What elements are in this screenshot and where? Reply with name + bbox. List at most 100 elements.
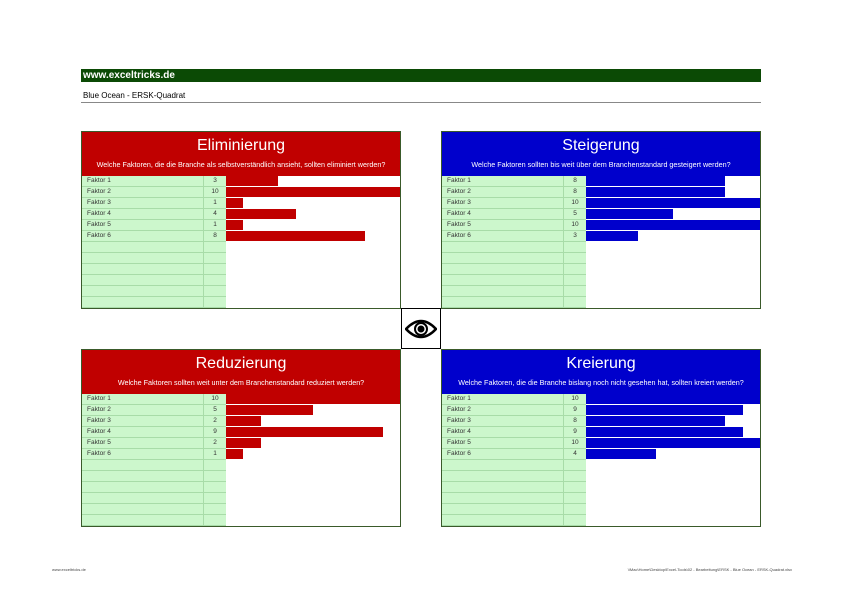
factor-label[interactable] (82, 264, 204, 275)
factor-label[interactable] (442, 515, 564, 526)
factor-value[interactable]: 5 (204, 405, 226, 416)
factor-value[interactable]: 9 (564, 405, 586, 416)
factor-value[interactable] (204, 471, 226, 482)
factor-value[interactable] (564, 471, 586, 482)
factor-value[interactable] (564, 515, 586, 526)
factor-label[interactable]: Faktor 3 (82, 416, 204, 427)
factor-value[interactable] (204, 264, 226, 275)
factor-value[interactable] (204, 482, 226, 493)
factor-label[interactable] (82, 286, 204, 297)
factor-label[interactable] (82, 471, 204, 482)
factor-label[interactable] (82, 297, 204, 308)
factor-value[interactable]: 4 (204, 209, 226, 220)
factor-label[interactable]: Faktor 2 (82, 187, 204, 198)
factor-label[interactable]: Faktor 6 (82, 449, 204, 460)
factor-label[interactable]: Faktor 2 (442, 405, 564, 416)
factor-value[interactable]: 2 (204, 438, 226, 449)
factor-value[interactable] (564, 264, 586, 275)
factor-value[interactable]: 9 (204, 427, 226, 438)
factor-label[interactable]: Faktor 1 (82, 394, 204, 405)
factor-value[interactable] (204, 242, 226, 253)
factor-label[interactable]: Faktor 4 (442, 209, 564, 220)
factor-value[interactable] (564, 504, 586, 515)
factor-label[interactable] (442, 482, 564, 493)
factor-label[interactable]: Faktor 2 (442, 187, 564, 198)
factor-value[interactable] (564, 275, 586, 286)
factor-label[interactable]: Faktor 3 (442, 416, 564, 427)
factor-value[interactable]: 10 (204, 187, 226, 198)
factor-value[interactable]: 1 (204, 220, 226, 231)
value-bar (226, 176, 279, 186)
factor-value[interactable] (204, 286, 226, 297)
factor-label[interactable] (442, 297, 564, 308)
factor-label[interactable] (442, 504, 564, 515)
factor-label[interactable]: Faktor 6 (82, 231, 204, 242)
factor-value[interactable] (204, 275, 226, 286)
factor-value[interactable] (564, 253, 586, 264)
factor-label[interactable]: Faktor 6 (442, 449, 564, 460)
factor-label[interactable] (82, 515, 204, 526)
factor-value[interactable] (204, 504, 226, 515)
factor-label[interactable]: Faktor 6 (442, 231, 564, 242)
factor-label[interactable] (82, 460, 204, 471)
factor-label[interactable] (82, 493, 204, 504)
factor-value[interactable] (564, 286, 586, 297)
factor-value[interactable]: 1 (204, 198, 226, 209)
factor-label[interactable]: Faktor 4 (82, 427, 204, 438)
factor-label[interactable] (442, 471, 564, 482)
factor-label[interactable] (82, 482, 204, 493)
factor-label[interactable]: Faktor 5 (82, 220, 204, 231)
factor-label[interactable] (82, 253, 204, 264)
factor-value[interactable]: 3 (564, 231, 586, 242)
factor-value[interactable]: 4 (564, 449, 586, 460)
factor-label[interactable]: Faktor 2 (82, 405, 204, 416)
factor-label[interactable]: Faktor 4 (82, 209, 204, 220)
factor-label[interactable] (442, 286, 564, 297)
factor-label[interactable] (442, 253, 564, 264)
factor-value[interactable] (204, 460, 226, 471)
factor-value[interactable]: 10 (564, 438, 586, 449)
factor-value[interactable] (204, 493, 226, 504)
factor-value[interactable] (564, 297, 586, 308)
factor-label[interactable]: Faktor 3 (442, 198, 564, 209)
factor-label[interactable] (442, 460, 564, 471)
factor-label[interactable]: Faktor 3 (82, 198, 204, 209)
factor-label[interactable]: Faktor 1 (442, 394, 564, 405)
factor-value[interactable]: 8 (204, 231, 226, 242)
quadrant-eliminierung: Eliminierung Welche Faktoren, die die Br… (81, 131, 401, 309)
factor-value[interactable]: 10 (204, 394, 226, 405)
factor-value[interactable]: 9 (564, 427, 586, 438)
factor-label[interactable] (82, 275, 204, 286)
factor-label[interactable] (442, 275, 564, 286)
factor-label[interactable]: Faktor 4 (442, 427, 564, 438)
table-row (82, 493, 400, 504)
factor-value[interactable] (204, 253, 226, 264)
factor-value[interactable]: 10 (564, 198, 586, 209)
factor-label[interactable] (442, 493, 564, 504)
factor-value[interactable]: 2 (204, 416, 226, 427)
factor-label[interactable] (442, 264, 564, 275)
factor-label[interactable]: Faktor 5 (442, 438, 564, 449)
factor-value[interactable]: 8 (564, 416, 586, 427)
factor-value[interactable]: 10 (564, 394, 586, 405)
factor-value[interactable]: 5 (564, 209, 586, 220)
factor-label[interactable]: Faktor 1 (442, 176, 564, 187)
factor-value[interactable]: 8 (564, 176, 586, 187)
factor-value[interactable] (564, 493, 586, 504)
factor-label[interactable]: Faktor 1 (82, 176, 204, 187)
factor-label[interactable] (82, 504, 204, 515)
factor-value[interactable] (564, 482, 586, 493)
factor-value[interactable] (564, 460, 586, 471)
factor-label[interactable] (82, 242, 204, 253)
factor-value[interactable] (564, 242, 586, 253)
table-row: Faktor 6 3 (442, 231, 760, 242)
factor-value[interactable]: 3 (204, 176, 226, 187)
factor-label[interactable] (442, 242, 564, 253)
factor-value[interactable] (204, 515, 226, 526)
factor-value[interactable]: 10 (564, 220, 586, 231)
factor-label[interactable]: Faktor 5 (82, 438, 204, 449)
factor-value[interactable]: 1 (204, 449, 226, 460)
factor-value[interactable]: 8 (564, 187, 586, 198)
factor-label[interactable]: Faktor 5 (442, 220, 564, 231)
factor-value[interactable] (204, 297, 226, 308)
